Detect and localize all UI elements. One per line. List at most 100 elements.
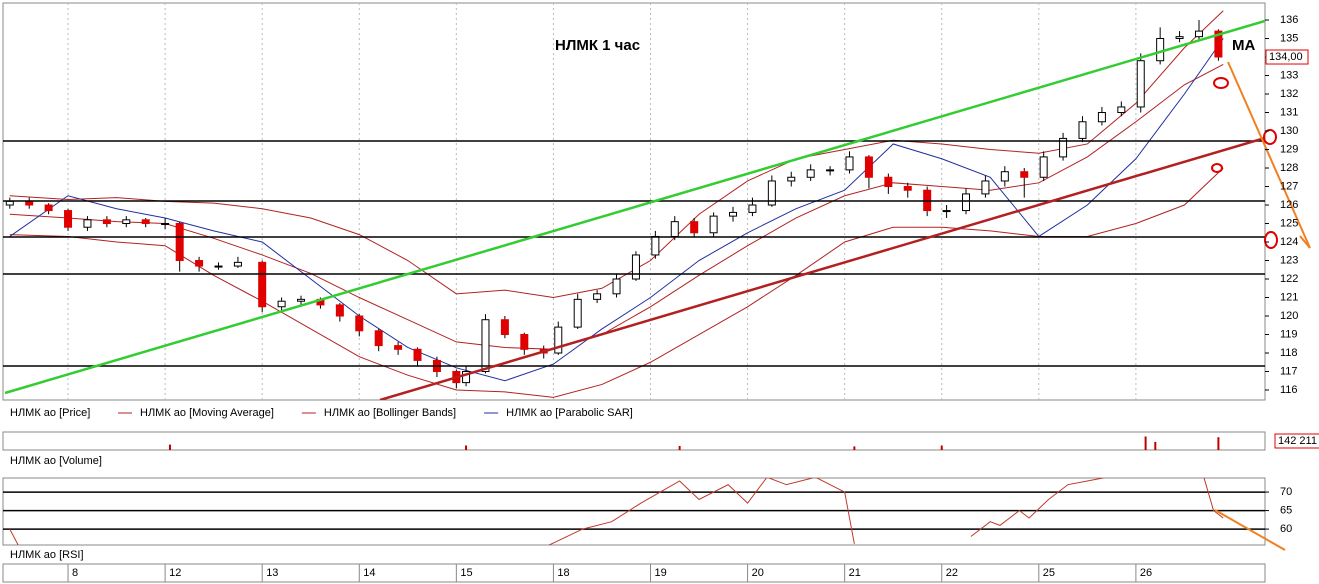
last-volume-box [1274,433,1319,449]
candle-body [214,265,223,268]
panel-label: НЛМК ao [Volume] [10,455,102,467]
volume-bar [168,444,171,450]
candle-body [83,219,92,228]
last-volume-label: 142 211 [1278,435,1317,447]
trend-line [4,19,1265,395]
y-tick-label: 119 [1280,328,1298,340]
candle-body [5,200,14,206]
y-tick-label: 131 [1280,106,1298,118]
y-tick-label: 117 [1280,365,1298,377]
arrow-line [1214,509,1286,551]
candle-body [122,219,131,225]
candle-body [462,371,471,384]
orange-annotation [1211,61,1311,551]
candle-body [1214,30,1223,58]
legend-label: НЛМК ao [Price] [10,407,90,419]
rsi-line [9,478,1224,545]
x-tick-label: 18 [557,567,569,579]
candle-body [806,169,815,178]
candle-body [826,169,835,172]
y-tick-label: 127 [1280,180,1298,192]
candle-body [297,298,306,302]
candle-body [1175,36,1184,40]
last-price-box [1265,49,1309,65]
candle-body [981,180,990,195]
circle-mark [1211,163,1223,173]
candle-body [355,315,364,332]
candle-body [413,348,422,361]
candle-body [767,180,776,206]
candle-body [573,298,582,328]
candle-body [787,176,796,182]
x-tick-label: 21 [849,567,861,579]
rsi-panel [2,477,1266,546]
volume-bar [1217,437,1220,450]
y-tick-label: 65 [1280,504,1292,516]
candle-body [258,261,267,308]
chart-title: НЛМК 1 час [555,37,640,54]
candle-body [520,334,529,350]
y-tick-label: 70 [1280,486,1292,498]
candle-body [729,211,738,217]
candle-body [1039,156,1048,178]
candle-body [25,200,34,206]
candle-body [651,235,660,256]
y-tick-label: 128 [1280,162,1298,174]
candle-body [102,219,111,225]
legend-label: НЛМК ao [Bollinger Bands] [324,407,456,419]
candle-body [942,210,951,213]
volume-bar [940,445,943,450]
x-tick-label: 12 [169,567,181,579]
last-price-label: 134,00 [1269,51,1303,63]
circle-mark [1263,129,1277,145]
y-tick-label: 123 [1280,254,1298,266]
circle-mark [1264,231,1278,249]
candle-body [1059,137,1068,158]
candle-body [1194,30,1203,38]
candle-body [161,223,170,226]
candle-body [1000,171,1009,182]
x-tick-label: 20 [752,567,764,579]
x-tick-label: 19 [655,567,667,579]
candle-body [500,319,509,336]
candle-body [1156,38,1165,62]
volume-bar [1154,441,1157,450]
volume-panel [2,431,1266,451]
candle-body [554,326,563,354]
candle-body [44,204,53,212]
x-tick-label: 15 [460,567,472,579]
candle-body [864,156,873,178]
arrow-head [1299,235,1311,249]
candle-body [277,300,286,308]
candle-body [1097,112,1106,123]
y-tick-label: 118 [1280,347,1298,359]
candle-body [903,186,912,191]
annotation: MA [1232,37,1255,54]
candle-body [1020,171,1029,178]
candle-body [233,261,242,267]
candle-body [670,221,679,237]
candle-body [631,254,640,280]
volume-bar [678,445,681,450]
trend-line [379,136,1265,400]
x-tick-label: 8 [72,567,78,579]
y-tick-label: 125 [1280,217,1298,229]
volume-bar [465,445,468,450]
candle-body [64,210,73,228]
candle-body [748,204,757,213]
candle-body [175,223,184,262]
volume-plot [168,436,1220,450]
y-tick-label: 133 [1280,69,1298,81]
indicator-line [9,38,1224,382]
legend-label: НЛМК ao [Moving Average] [140,407,274,419]
candle-body [335,304,344,317]
y-tick-label: 135 [1280,32,1298,44]
candle-body [141,219,150,225]
volume-bar [853,446,856,450]
y-tick-label: 129 [1280,143,1298,155]
candle-body [1078,121,1087,139]
y-tick-label: 60 [1280,523,1292,535]
candle-body [195,260,204,267]
circle-mark [1213,77,1229,89]
